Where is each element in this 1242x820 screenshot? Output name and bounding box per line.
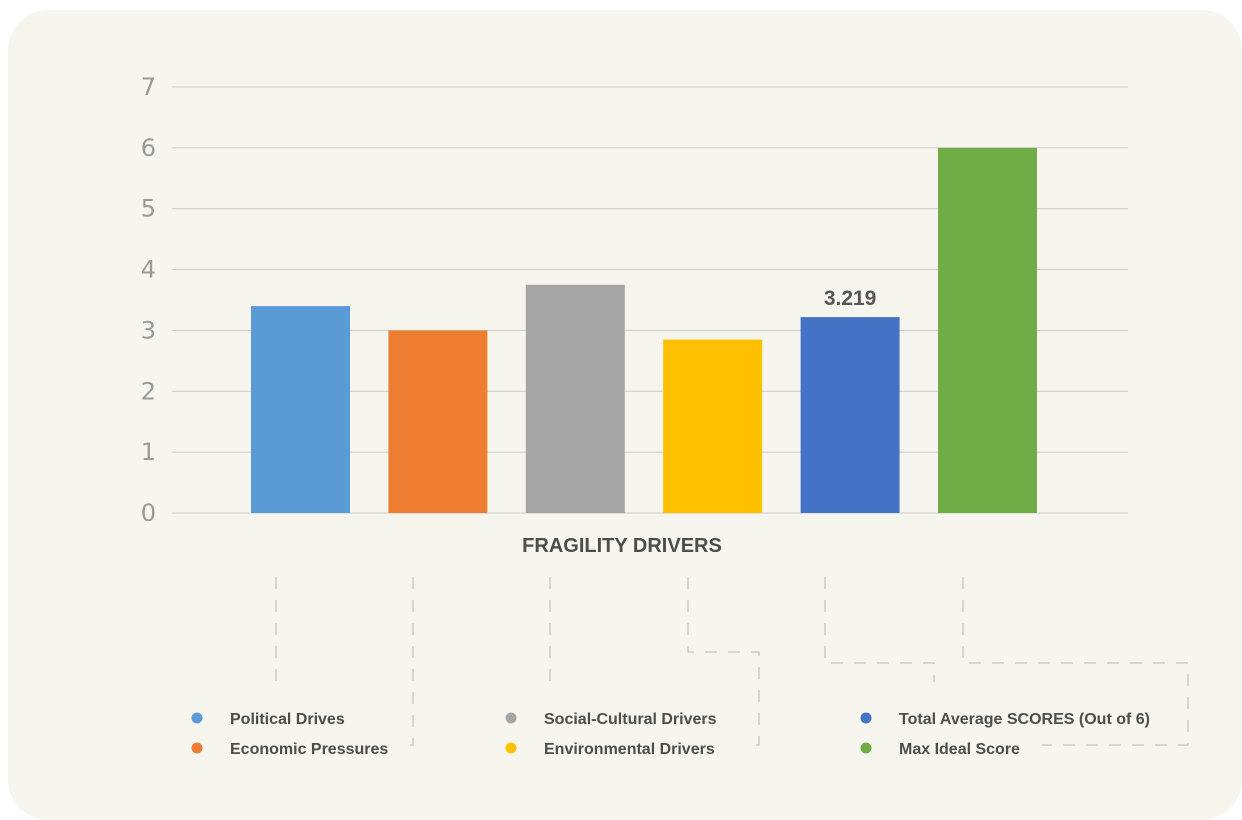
leader-line-5 — [824, 577, 935, 682]
legend-swatch — [505, 742, 517, 754]
y-tick-label: 6 — [141, 134, 156, 162]
legend-label: Environmental Drivers — [544, 741, 715, 758]
bar-social-cultural-drivers — [525, 284, 625, 513]
legend-swatch — [191, 742, 203, 754]
leader-line-2 — [410, 577, 414, 746]
y-tick-label: 5 — [141, 195, 156, 223]
legend-item: Political Drives — [191, 711, 345, 728]
legend-label: Social-Cultural Drivers — [544, 711, 717, 728]
y-tick-label: 0 — [141, 499, 156, 527]
data-labels: 3.219 — [824, 287, 877, 310]
y-tick-label: 4 — [141, 256, 156, 284]
y-axis-ticks: 0 1 2 3 4 5 6 7 — [141, 73, 156, 527]
legend-item: Social-Cultural Drivers — [505, 711, 717, 728]
legend: Political Drives Economic Pressures Social… — [191, 711, 1150, 758]
legend-label: Political Drives — [230, 711, 345, 728]
y-tick-label: 2 — [141, 377, 156, 405]
y-tick-label: 1 — [141, 438, 156, 466]
legend-item: Economic Pressures — [191, 741, 388, 758]
y-tick-label: 7 — [141, 73, 156, 101]
legend-label: Max Ideal Score — [899, 741, 1020, 758]
legend-swatch — [191, 712, 203, 724]
x-axis-label: FRAGILITY DRIVERS — [522, 535, 722, 557]
legend-label: Total Average SCORES (Out of 6) — [899, 711, 1150, 728]
bar-total-average-scores-out-of-6 — [800, 317, 900, 513]
legend-leader-lines — [275, 577, 1189, 746]
legend-item: Total Average SCORES (Out of 6) — [860, 711, 1150, 728]
legend-item: Environmental Drivers — [505, 741, 715, 758]
legend-label: Economic Pressures — [230, 741, 388, 758]
bar-environmental-drivers — [663, 339, 763, 513]
bars — [251, 147, 1037, 513]
bar-max-ideal-score — [938, 147, 1037, 513]
legend-item: Max Ideal Score — [860, 741, 1020, 758]
data-label: 3.219 — [824, 287, 877, 310]
bar-economic-pressures — [388, 330, 488, 513]
leader-line-4 — [687, 577, 760, 746]
legend-swatch — [860, 742, 872, 754]
legend-swatch — [505, 712, 517, 724]
bar-political-drives — [251, 306, 350, 513]
legend-swatch — [860, 712, 872, 724]
leader-line-6 — [962, 577, 1189, 746]
y-tick-label: 3 — [141, 316, 156, 344]
